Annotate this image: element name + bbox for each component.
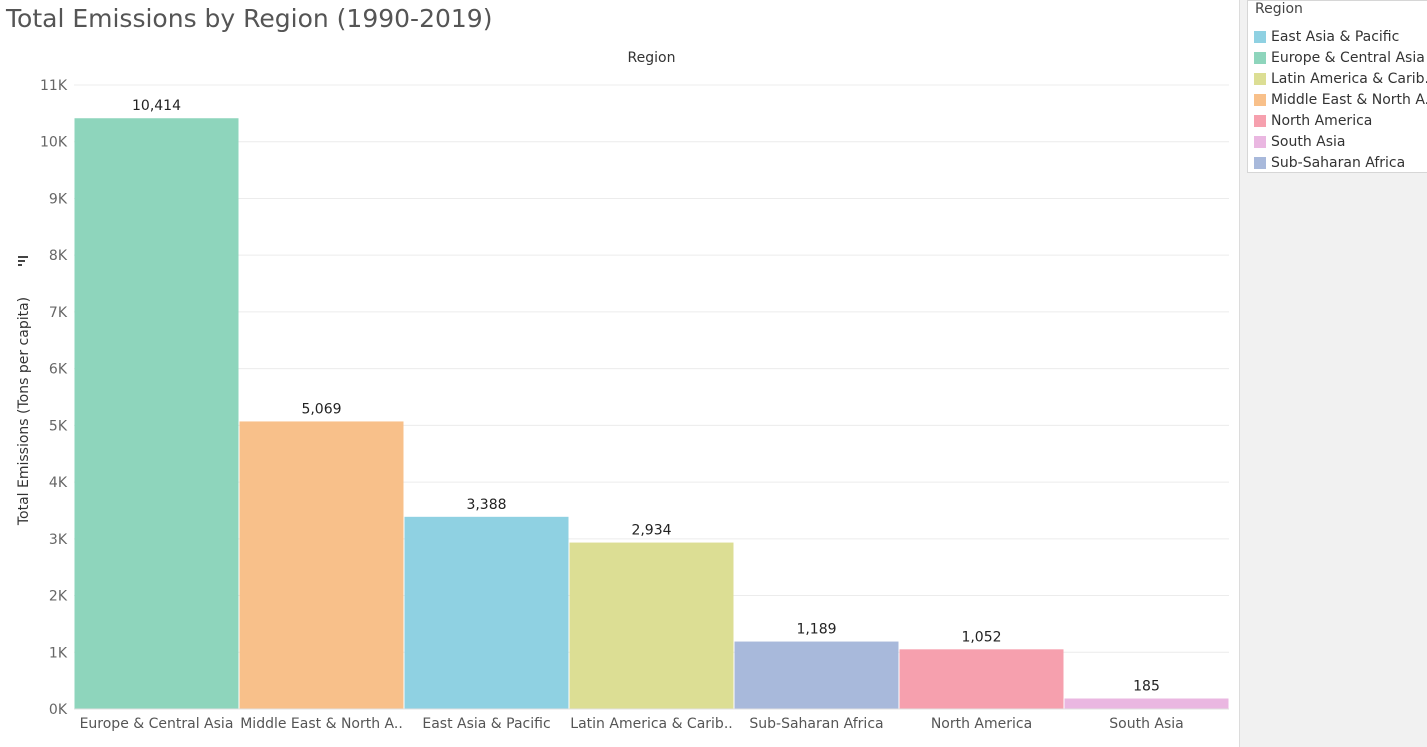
legend-label: Sub-Saharan Africa	[1271, 155, 1406, 171]
legend-swatch	[1254, 52, 1266, 64]
legend-item[interactable]: Sub-Saharan Africa	[1254, 154, 1427, 172]
bar	[734, 641, 899, 709]
legend-title: Region	[1255, 1, 1303, 17]
bar	[404, 516, 569, 709]
x-tick-label: Latin America & Carib..	[570, 716, 732, 732]
y-tick-label: 3K	[49, 532, 68, 548]
bar	[74, 118, 239, 709]
legend-swatch	[1254, 94, 1266, 106]
bar-value-label: 3,388	[466, 497, 506, 513]
bar	[569, 542, 734, 709]
y-tick-label: 5K	[49, 418, 68, 434]
y-axis-label: Total Emissions (Tons per capita)	[16, 297, 32, 526]
legend-swatch	[1254, 31, 1266, 43]
y-tick-label: 9K	[49, 191, 68, 207]
legend-swatch	[1254, 73, 1266, 85]
y-tick-label: 7K	[49, 305, 68, 321]
legend-swatch	[1254, 157, 1266, 169]
legend-panel: Region East Asia & Pacific Europe & Centr…	[1239, 0, 1427, 747]
y-tick-label: 6K	[49, 362, 68, 378]
legend-swatch	[1254, 115, 1266, 127]
bar	[1064, 698, 1229, 709]
legend-label: South Asia	[1271, 134, 1346, 150]
column-header: Region	[628, 50, 676, 66]
chart-title: Total Emissions by Region (1990-2019)	[6, 4, 493, 33]
legend-item[interactable]: North America	[1254, 112, 1427, 130]
y-tick-label: 0K	[49, 702, 68, 718]
y-tick-label: 10K	[40, 135, 68, 151]
bar-value-label: 10,414	[132, 98, 181, 114]
y-tick-label: 11K	[40, 78, 68, 94]
x-tick-label: North America	[931, 716, 1032, 732]
legend-item[interactable]: South Asia	[1254, 133, 1427, 151]
sort-icon[interactable]	[18, 256, 28, 266]
legend: Region East Asia & Pacific Europe & Centr…	[1247, 0, 1427, 173]
x-tick-label: Middle East & North A..	[240, 716, 403, 732]
y-tick-label: 4K	[49, 475, 68, 491]
x-tick-label: South Asia	[1109, 716, 1183, 732]
y-tick-label: 2K	[49, 589, 68, 605]
legend-item[interactable]: Europe & Central Asia	[1254, 49, 1427, 67]
legend-item[interactable]: East Asia & Pacific	[1254, 28, 1427, 46]
legend-item[interactable]: Latin America & Carib..	[1254, 70, 1427, 88]
bar	[239, 421, 404, 709]
legend-label: Latin America & Carib..	[1271, 71, 1427, 87]
legend-label: East Asia & Pacific	[1271, 29, 1400, 45]
bar-chart: Region 0K 1K 2K 3K 4K 5K 6K 7K 8K 9K 10K 11K Total Em…	[16, 50, 1229, 732]
x-tick-label: East Asia & Pacific	[422, 716, 550, 732]
bar-value-label: 185	[1133, 679, 1160, 695]
legend-label: Middle East & North A..	[1271, 92, 1427, 108]
y-tick-label: 1K	[49, 645, 68, 661]
legend-swatch	[1254, 136, 1266, 148]
bar-value-label: 1,052	[961, 629, 1001, 645]
bar-value-label: 2,934	[631, 523, 671, 539]
bar	[899, 649, 1064, 709]
bar-value-label: 5,069	[301, 401, 341, 417]
legend-item[interactable]: Middle East & North A..	[1254, 91, 1427, 109]
legend-label: Europe & Central Asia	[1271, 50, 1425, 66]
legend-label: North America	[1271, 113, 1373, 129]
x-tick-label: Sub-Saharan Africa	[749, 716, 883, 732]
y-tick-label: 8K	[49, 248, 68, 264]
x-tick-label: Europe & Central Asia	[80, 716, 234, 732]
bar-value-label: 1,189	[796, 622, 836, 638]
